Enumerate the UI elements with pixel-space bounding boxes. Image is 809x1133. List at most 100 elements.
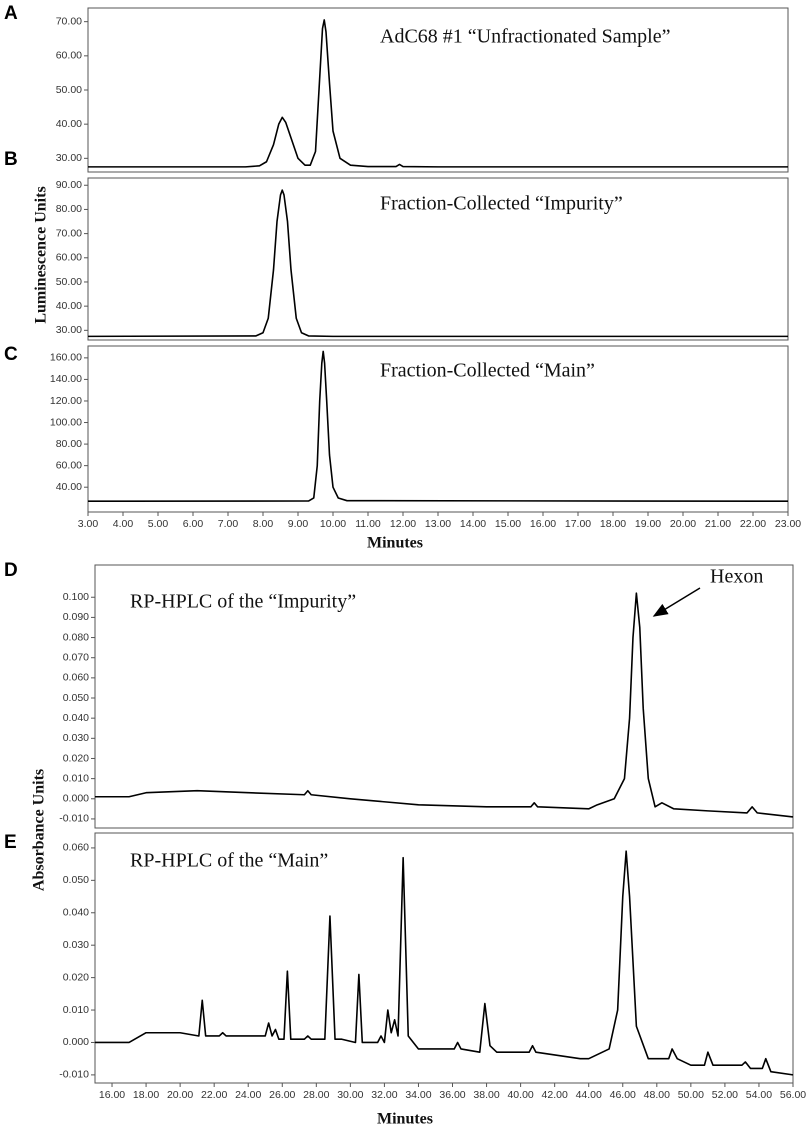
plot-frame: [87, 177, 789, 341]
x-tick-label: 6.00: [183, 518, 204, 530]
x-tick-label: 36.00: [439, 1089, 465, 1101]
y-tick-label: 0.060: [63, 672, 89, 684]
y-tick-label: 40.00: [56, 481, 82, 493]
y-tick-label: 120.00: [50, 395, 82, 407]
y-tick-label: 40.00: [56, 300, 82, 312]
x-tick-label: 22.00: [201, 1089, 227, 1101]
x-tick-label: 21.00: [705, 518, 731, 530]
x-tick-label: 44.00: [576, 1089, 602, 1101]
y-tick-label: 70.00: [56, 227, 82, 239]
x-tick-label: 22.00: [740, 518, 766, 530]
panel-label: B: [4, 149, 18, 170]
y-tick-label: 0.080: [63, 631, 89, 643]
x-tick-label: 17.00: [565, 518, 591, 530]
x-tick-label: 15.00: [495, 518, 521, 530]
trace: [88, 19, 788, 168]
y-tick-label: 100.00: [50, 416, 82, 428]
trace: [95, 850, 794, 1076]
x-tick-label: 4.00: [113, 518, 134, 530]
x-tick-label: 46.00: [610, 1089, 636, 1101]
y-tick-label: 0.070: [63, 651, 89, 663]
x-tick-label: 52.00: [712, 1089, 738, 1101]
panel-label: E: [4, 832, 17, 853]
y-tick-label: 70.00: [56, 15, 82, 27]
x-tick-label: 34.00: [405, 1089, 431, 1101]
x-axis-title: Minutes: [367, 535, 423, 552]
callout-arrow: [652, 587, 701, 617]
x-tick-label: 11.00: [355, 518, 381, 530]
plot-frame: [94, 832, 794, 1084]
annotation: AdC68 #1 “Unfractionated Sample”: [380, 26, 670, 48]
plot-frame: [94, 564, 794, 829]
x-tick-label: 8.00: [253, 518, 274, 530]
panel-label: D: [4, 560, 18, 581]
y-tick-label: 60.00: [56, 459, 82, 471]
y-tick-label: 0.000: [63, 1036, 89, 1048]
x-tick-label: 13.00: [425, 518, 451, 530]
x-tick-label: 16.00: [99, 1089, 125, 1101]
panel-label: A: [4, 3, 18, 24]
y-tick-label: 0.040: [63, 712, 89, 724]
y-tick-label: 0.030: [63, 732, 89, 744]
y-tick-label: 80.00: [56, 203, 82, 215]
y-tick-label: -0.010: [59, 1069, 89, 1081]
x-tick-label: 12.00: [390, 518, 416, 530]
y-tick-label: 50.00: [56, 84, 82, 96]
y-tick-label: 50.00: [56, 276, 82, 288]
annotation: RP-HPLC of the “Impurity”: [130, 591, 356, 613]
x-tick-label: 18.00: [600, 518, 626, 530]
x-tick-label: 42.00: [542, 1089, 568, 1101]
trace: [95, 592, 794, 818]
y-tick-label: 0.010: [63, 772, 89, 784]
trace: [87, 350, 789, 503]
y-tick-label: 60.00: [56, 252, 82, 264]
y-tick-label: 0.020: [63, 971, 89, 983]
y-tick-label: 30.00: [56, 324, 82, 336]
x-tick-label: 32.00: [371, 1089, 397, 1101]
x-tick-label: 5.00: [148, 518, 169, 530]
y-tick-label: 90.00: [56, 179, 82, 191]
y-tick-label: 60.00: [56, 50, 82, 62]
x-tick-label: 7.00: [218, 518, 239, 530]
x-axis-title: Minutes: [377, 1111, 433, 1128]
x-tick-label: 18.00: [133, 1089, 159, 1101]
y-tick-label: 80.00: [56, 438, 82, 450]
y-tick-label: 40.00: [56, 118, 82, 130]
x-tick-label: 26.00: [269, 1089, 295, 1101]
y-tick-label: 0.090: [63, 611, 89, 623]
panel-label: C: [4, 344, 18, 365]
x-tick-label: 9.00: [288, 518, 309, 530]
y-tick-label: 0.030: [63, 939, 89, 951]
x-tick-label: 3.00: [78, 518, 99, 530]
y-tick-label: 0.000: [63, 793, 89, 805]
callout: Hexon: [710, 566, 763, 588]
x-tick-label: 16.00: [530, 518, 556, 530]
x-tick-label: 19.00: [635, 518, 661, 530]
y-tick-label: 0.050: [63, 692, 89, 704]
y-tick-label: 0.010: [63, 1004, 89, 1016]
x-tick-label: 54.00: [746, 1089, 772, 1101]
x-tick-label: 23.00: [775, 518, 801, 530]
x-tick-label: 10.00: [320, 518, 346, 530]
x-tick-label: 28.00: [303, 1089, 329, 1101]
y-tick-label: 0.040: [63, 907, 89, 919]
y-tick-label: 0.050: [63, 874, 89, 886]
annotation: Fraction-Collected “Impurity”: [380, 193, 623, 215]
x-tick-label: 38.00: [473, 1089, 499, 1101]
annotation: RP-HPLC of the “Main”: [130, 850, 328, 872]
trace: [87, 189, 788, 338]
y-tick-label: 160.00: [50, 352, 82, 364]
y-tick-label: 140.00: [50, 373, 82, 385]
x-tick-label: 20.00: [167, 1089, 193, 1101]
y-axis-title: Absorbance Units: [31, 769, 48, 891]
x-tick-label: 14.00: [460, 518, 486, 530]
x-tick-label: 24.00: [235, 1089, 261, 1101]
y-tick-label: 0.020: [63, 752, 89, 764]
y-tick-label: -0.010: [59, 813, 89, 825]
y-tick-label: 0.060: [63, 842, 89, 854]
x-tick-label: 50.00: [678, 1089, 704, 1101]
x-tick-label: 30.00: [337, 1089, 363, 1101]
x-tick-label: 48.00: [644, 1089, 670, 1101]
x-tick-label: 20.00: [670, 518, 696, 530]
